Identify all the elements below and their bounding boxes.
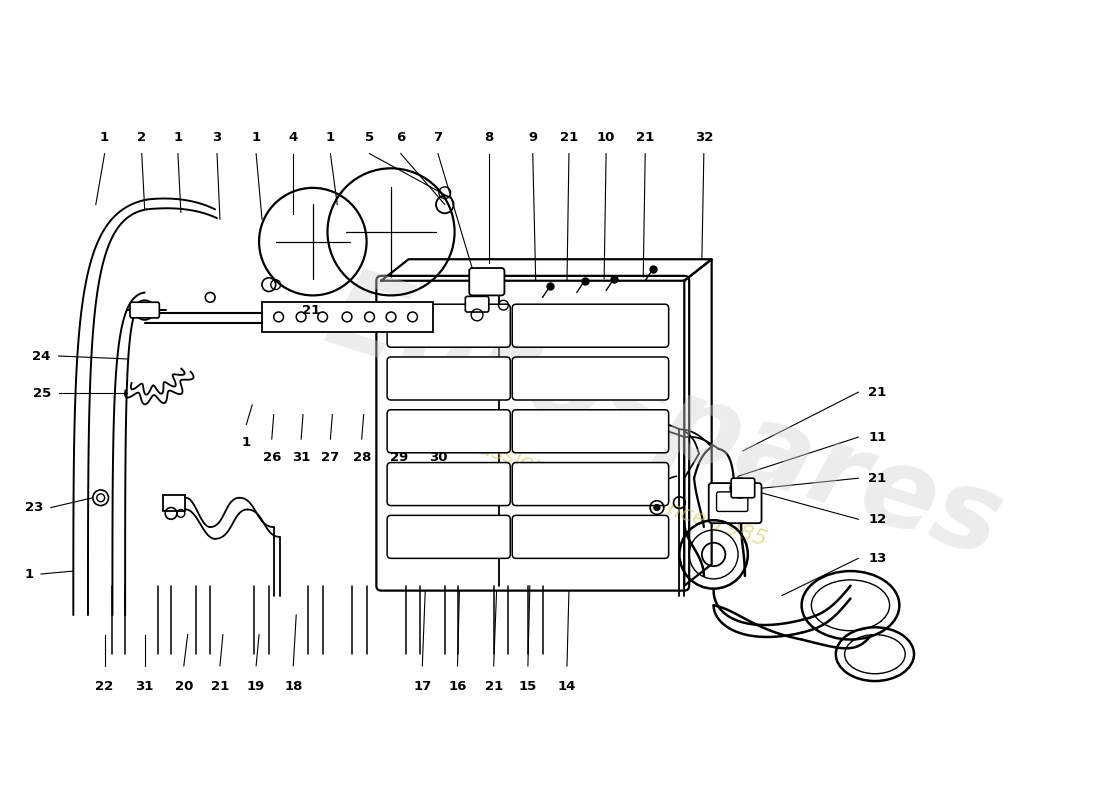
Text: 1: 1 (252, 131, 261, 144)
FancyBboxPatch shape (716, 492, 748, 511)
FancyBboxPatch shape (163, 495, 185, 511)
Text: 21: 21 (211, 679, 229, 693)
Text: 24: 24 (33, 350, 51, 362)
Text: 9: 9 (528, 131, 537, 144)
Text: 17: 17 (414, 679, 431, 693)
FancyBboxPatch shape (387, 462, 510, 506)
Text: 12: 12 (868, 513, 887, 526)
Text: 1: 1 (24, 567, 33, 581)
Text: 30: 30 (429, 451, 448, 464)
Text: 23: 23 (24, 501, 43, 514)
Text: 31: 31 (135, 679, 154, 693)
Text: 21: 21 (636, 131, 654, 144)
Text: Eurospares: Eurospares (314, 260, 1015, 579)
Text: 21: 21 (301, 303, 320, 317)
FancyBboxPatch shape (262, 302, 433, 331)
Text: 20: 20 (175, 679, 192, 693)
Text: 29: 29 (389, 451, 408, 464)
FancyBboxPatch shape (513, 304, 669, 347)
FancyBboxPatch shape (470, 268, 505, 295)
Text: 4: 4 (288, 131, 298, 144)
Text: 7: 7 (433, 131, 442, 144)
Text: 1: 1 (174, 131, 183, 144)
Text: 26: 26 (263, 451, 280, 464)
Text: 21: 21 (868, 386, 887, 398)
Polygon shape (382, 259, 712, 281)
Text: 11: 11 (868, 430, 887, 444)
FancyBboxPatch shape (465, 296, 488, 312)
Text: 14: 14 (558, 679, 576, 693)
Text: 10: 10 (597, 131, 615, 144)
Text: 21: 21 (868, 472, 887, 485)
Text: 1: 1 (326, 131, 336, 144)
Text: 1: 1 (100, 131, 109, 144)
Text: 32: 32 (695, 131, 713, 144)
Text: 18: 18 (284, 679, 302, 693)
Text: 25: 25 (33, 386, 51, 400)
FancyBboxPatch shape (387, 304, 510, 347)
Text: 31: 31 (292, 451, 310, 464)
FancyBboxPatch shape (130, 302, 159, 318)
FancyBboxPatch shape (513, 357, 669, 400)
Circle shape (654, 505, 660, 510)
FancyBboxPatch shape (513, 515, 669, 558)
Text: a passion for parts since 1985: a passion for parts since 1985 (443, 426, 769, 550)
Text: 16: 16 (449, 679, 466, 693)
FancyBboxPatch shape (708, 483, 761, 523)
FancyBboxPatch shape (513, 462, 669, 506)
Text: 5: 5 (365, 131, 374, 144)
Text: 2: 2 (138, 131, 146, 144)
FancyBboxPatch shape (387, 515, 510, 558)
Text: 8: 8 (484, 131, 494, 144)
Text: 22: 22 (96, 679, 113, 693)
Text: 13: 13 (868, 552, 887, 565)
FancyBboxPatch shape (732, 478, 755, 498)
FancyBboxPatch shape (376, 276, 690, 590)
Text: 21: 21 (560, 131, 579, 144)
Text: 1: 1 (242, 436, 251, 449)
Polygon shape (684, 259, 712, 586)
Text: 27: 27 (321, 451, 340, 464)
FancyBboxPatch shape (513, 410, 669, 453)
Circle shape (97, 494, 104, 502)
Text: 19: 19 (248, 679, 265, 693)
Text: 3: 3 (212, 131, 221, 144)
Text: 15: 15 (519, 679, 537, 693)
FancyBboxPatch shape (387, 357, 510, 400)
FancyBboxPatch shape (387, 410, 510, 453)
Text: 21: 21 (484, 679, 503, 693)
Text: 6: 6 (396, 131, 406, 144)
Text: 28: 28 (352, 451, 371, 464)
